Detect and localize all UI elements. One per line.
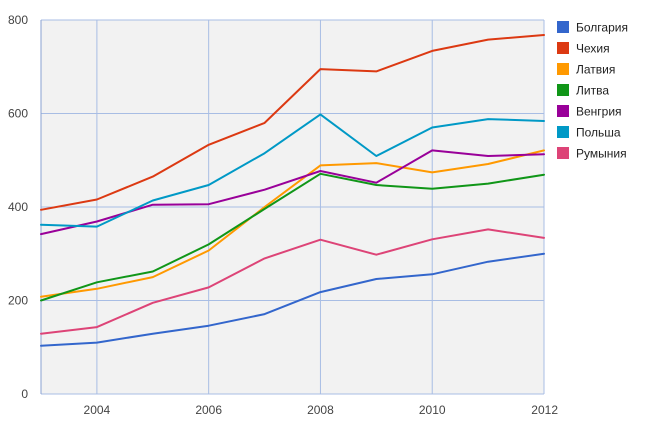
series-line bbox=[40, 149, 545, 298]
y-tick-label: 0 bbox=[21, 387, 28, 401]
legend-label: Польша bbox=[576, 126, 621, 140]
gridlines bbox=[40, 19, 545, 395]
series-line bbox=[40, 34, 545, 211]
series-lines bbox=[40, 34, 545, 347]
x-tick-label: 2012 bbox=[531, 403, 558, 417]
legend-swatch bbox=[557, 21, 569, 33]
x-tick-label: 2010 bbox=[419, 403, 446, 417]
legend-label: Венгрия bbox=[576, 105, 622, 119]
legend-swatch bbox=[557, 105, 569, 117]
axis-tick-labels: 0 200 400 600 800 2004 2006 2008 2010 2012 bbox=[8, 13, 558, 417]
legend-label: Болгария bbox=[576, 21, 628, 35]
series-line bbox=[40, 172, 545, 302]
legend-label: Румыния bbox=[576, 147, 627, 161]
x-tick-label: 2004 bbox=[84, 403, 111, 417]
y-tick-label: 400 bbox=[8, 200, 28, 214]
series-line bbox=[40, 113, 545, 228]
y-tick-label: 800 bbox=[8, 13, 28, 27]
legend-swatch bbox=[557, 147, 569, 159]
legend-label: Чехия bbox=[576, 42, 610, 56]
legend-swatch bbox=[557, 84, 569, 96]
y-tick-label: 600 bbox=[8, 107, 28, 121]
legend-swatch bbox=[557, 42, 569, 54]
series-line bbox=[40, 252, 545, 347]
x-tick-label: 2006 bbox=[195, 403, 222, 417]
legend-label: Литва bbox=[576, 84, 609, 98]
legend-swatch bbox=[557, 126, 569, 138]
legend-swatch bbox=[557, 63, 569, 75]
legend-label: Латвия bbox=[576, 63, 615, 77]
series-line bbox=[40, 228, 545, 335]
x-tick-label: 2008 bbox=[307, 403, 334, 417]
y-tick-label: 200 bbox=[8, 294, 28, 308]
legend: Болгария Чехия Латвия Литва Венгрия Польша Рум… bbox=[557, 21, 628, 161]
